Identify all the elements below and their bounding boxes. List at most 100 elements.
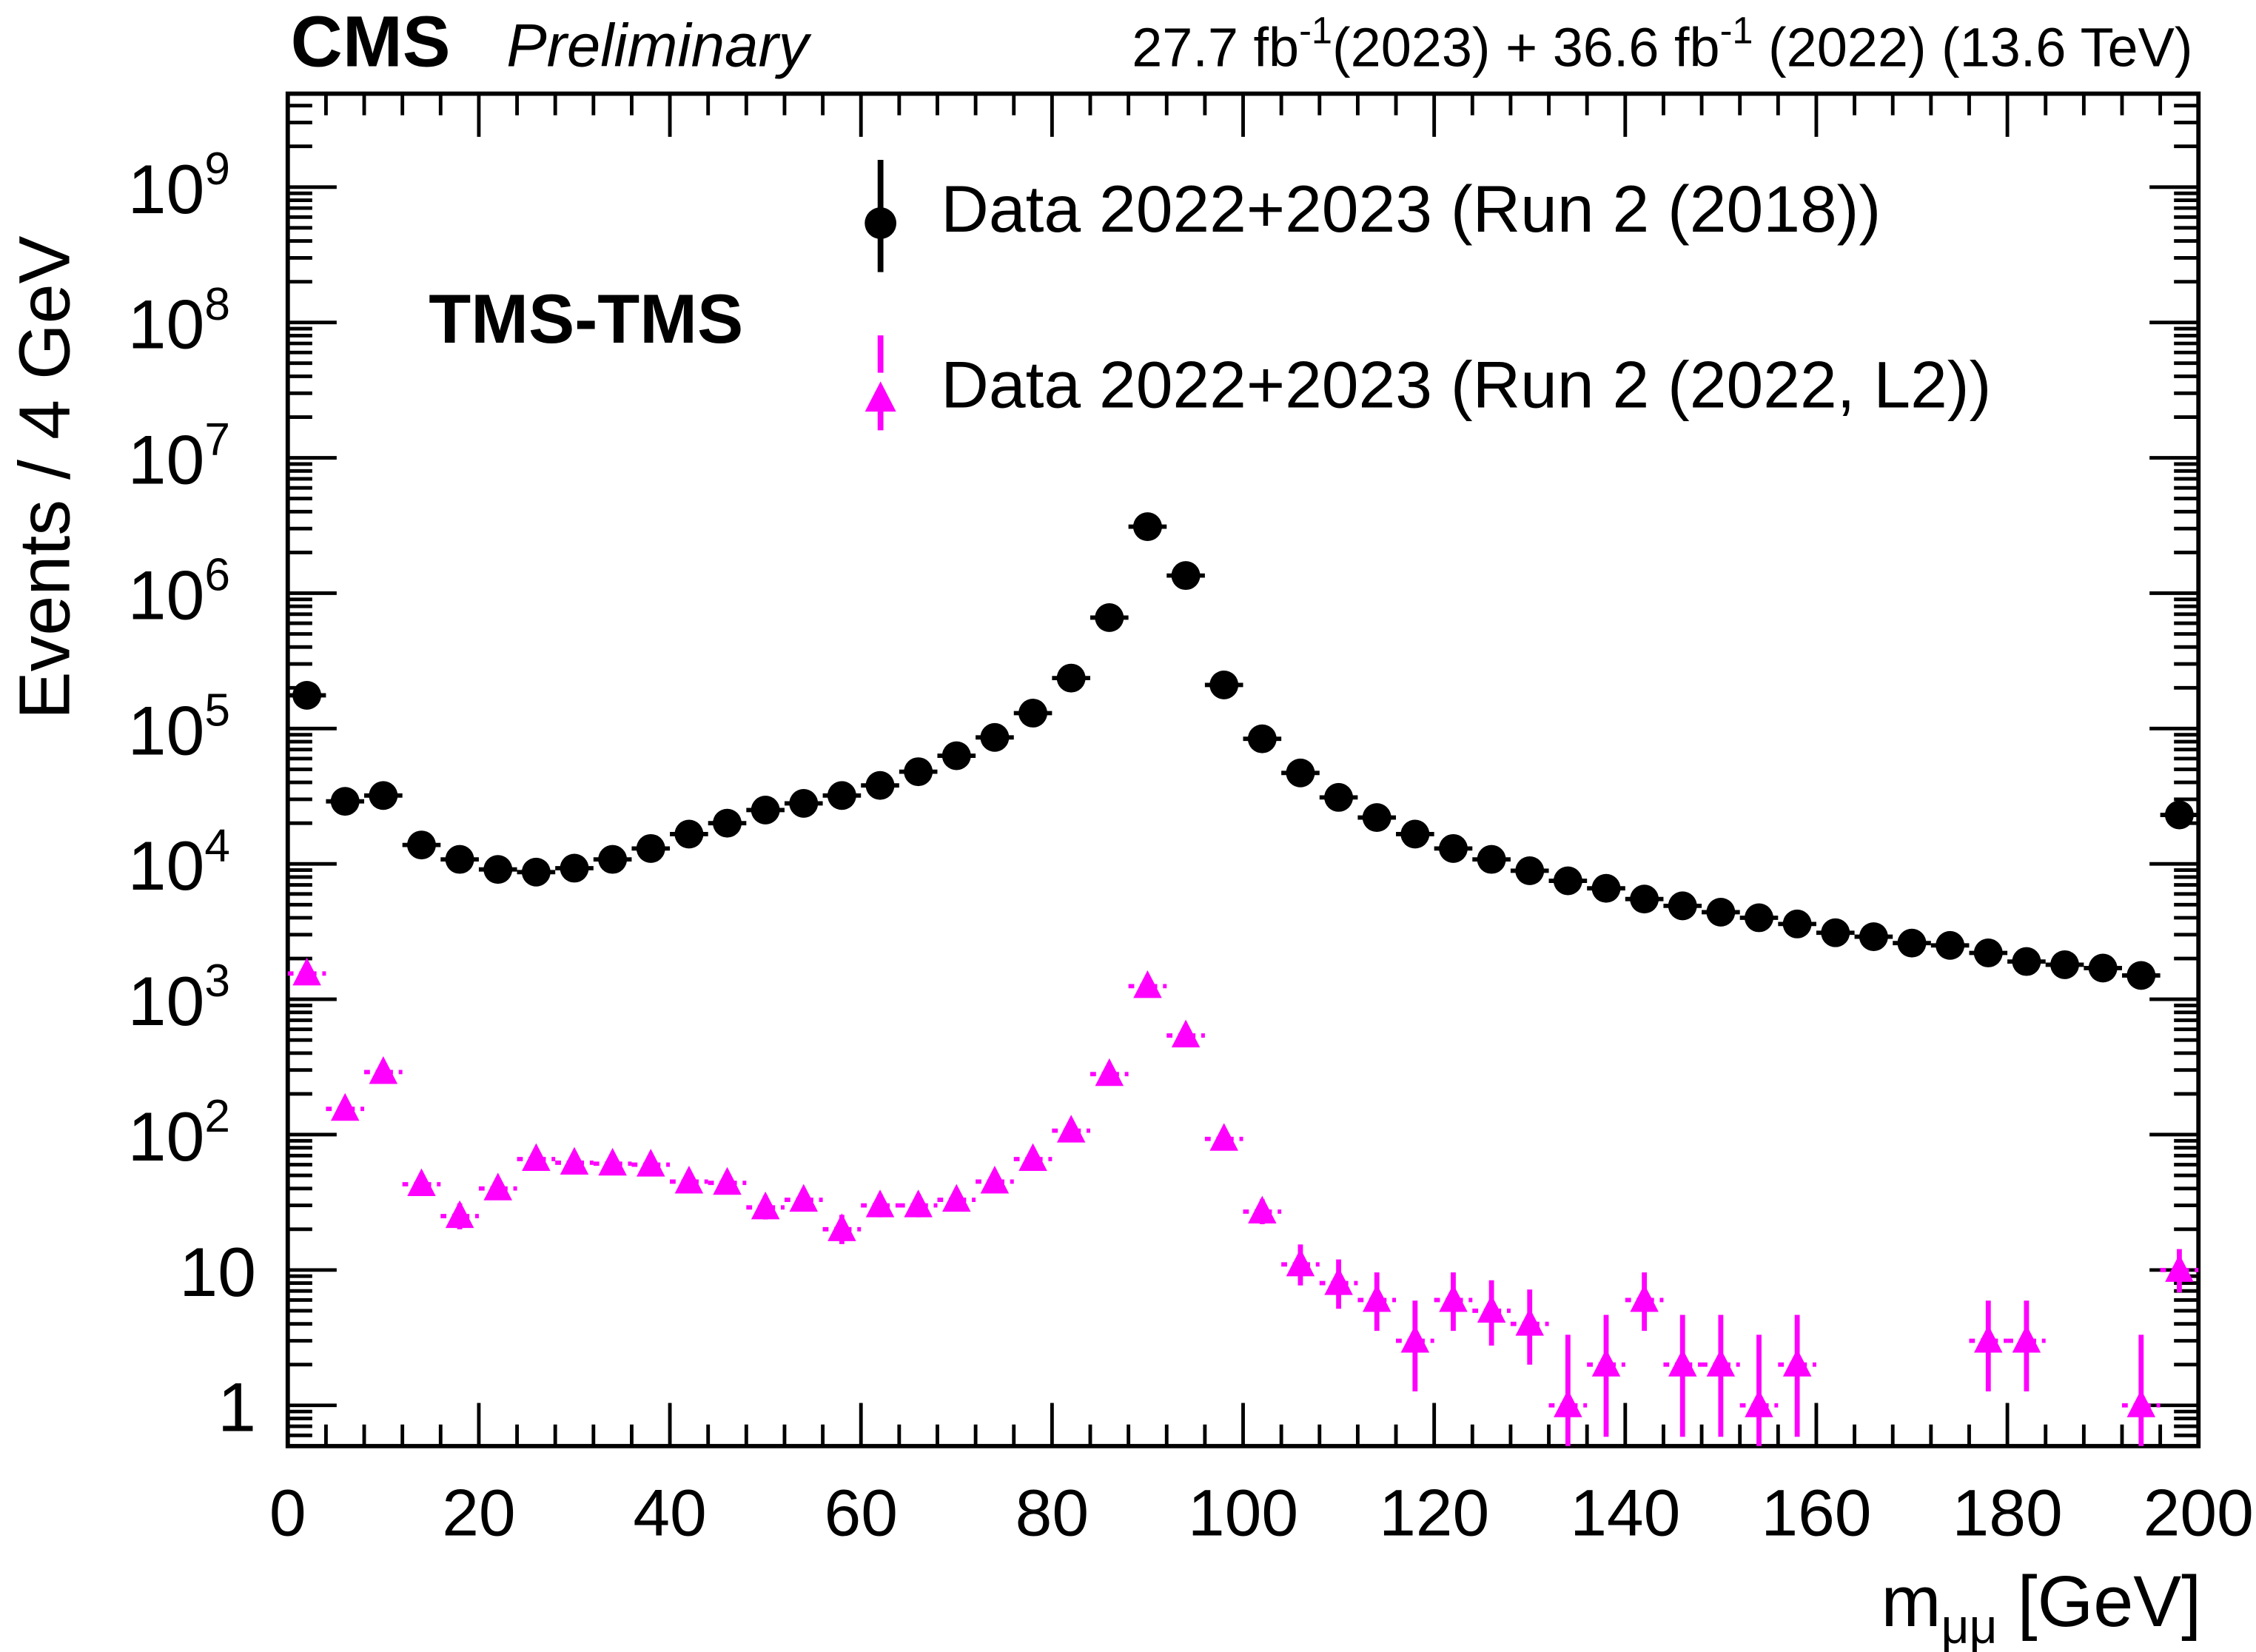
triangle-marker: [980, 1166, 1010, 1194]
y-tick-label: 104: [128, 820, 230, 904]
data-point: [1702, 1314, 1740, 1437]
circle-marker: [1782, 909, 1812, 939]
x-tick-label: 60: [824, 1475, 897, 1549]
data-point: [1587, 873, 1625, 903]
triangle-marker: [1400, 1325, 1430, 1353]
x-tick-label: 80: [1015, 1475, 1089, 1549]
data-marks: [287, 512, 2199, 1446]
circle-marker: [1630, 884, 1659, 914]
triangle-marker: [1324, 1267, 1353, 1295]
data-point: [478, 855, 517, 884]
circle-marker: [865, 770, 895, 800]
data-point: [364, 1056, 403, 1084]
circle-marker: [560, 853, 589, 883]
x-tick-label: 100: [1188, 1475, 1298, 1549]
y-tick-exponent: 7: [204, 414, 230, 466]
data-point: [1434, 833, 1473, 863]
data-point: [2007, 947, 2046, 976]
series-run2-2022-l2: [287, 957, 2199, 1446]
triangle-marker: [1591, 1349, 1621, 1377]
triangle-marker: [1209, 1123, 1238, 1151]
triangle-marker: [1171, 1019, 1201, 1048]
y-tick-label: 109: [128, 144, 230, 228]
y-tick-base: 10: [128, 557, 205, 634]
data-point: [326, 787, 365, 816]
y-tick-label: 107: [128, 414, 230, 499]
data-point: [1548, 1334, 1588, 1446]
triangle-marker: [637, 1149, 665, 1177]
data-point: [1548, 866, 1588, 896]
data-point: [1663, 891, 1702, 921]
data-point: [1739, 1334, 1779, 1446]
data-point: [899, 1189, 938, 1218]
circle-marker: [1171, 561, 1201, 591]
data-point: [1319, 782, 1358, 812]
data-point: [861, 1189, 899, 1218]
y-tick-base: 10: [128, 692, 205, 769]
data-point: [555, 1146, 594, 1175]
data-point: [1243, 724, 1282, 753]
data-point: [1969, 1300, 2008, 1391]
triangle-marker: [1515, 1308, 1544, 1336]
lumi-text: 27.7 fb: [1132, 17, 1299, 78]
circle-marker: [1324, 782, 1354, 812]
circle-marker: [980, 722, 1010, 752]
circle-marker: [1553, 866, 1582, 896]
data-point: [1816, 918, 1855, 947]
y-tick-exponent: 3: [204, 956, 230, 1007]
data-point: [1396, 819, 1434, 849]
triangle-marker: [1706, 1349, 1736, 1377]
circle-marker: [2164, 800, 2194, 830]
data-point: [1243, 1195, 1282, 1224]
data-point: [440, 845, 479, 874]
y-tick-exponent: 5: [204, 685, 230, 736]
triangle-marker: [1056, 1115, 1086, 1143]
triangle-marker: [2126, 1389, 2156, 1417]
triangle-marker: [1782, 1349, 1812, 1377]
legend-circle-marker: [865, 207, 897, 239]
circle-marker: [1973, 939, 2003, 967]
data-point: [287, 680, 326, 710]
preliminary-label: Preliminary: [506, 13, 811, 80]
triangle-marker: [942, 1183, 971, 1212]
circle-marker: [789, 789, 819, 818]
data-point: [1128, 512, 1167, 542]
circle-marker: [1056, 663, 1086, 693]
data-point: [708, 1166, 747, 1195]
y-tick-label: 106: [128, 550, 230, 634]
triangle-marker: [560, 1146, 589, 1175]
data-point: [1281, 1244, 1320, 1286]
circle-marker: [827, 781, 856, 810]
data-point: [1090, 603, 1129, 632]
legend-item: Data 2022+2023 (Run 2 (2022, L2)): [865, 335, 1991, 448]
data-point: [478, 1172, 517, 1201]
y-tick-exponent: 6: [204, 550, 230, 601]
x-label-unit: [GeV]: [1998, 1561, 2201, 1642]
x-label-main: m: [1881, 1561, 1941, 1642]
circle-marker: [1706, 897, 1736, 927]
y-tick-base: 10: [128, 422, 205, 499]
lumi-label: 27.7 fb-1(2023) + 36.6 fb-1 (2022) (13.6…: [1132, 10, 2192, 78]
data-point: [1166, 561, 1205, 591]
circle-marker: [1286, 758, 1315, 788]
y-tick-base: 10: [128, 1098, 205, 1175]
x-axis-label: mμμ [GeV]: [1881, 1561, 2202, 1652]
data-point: [937, 1183, 976, 1212]
cms-label: CMS: [291, 1, 451, 82]
data-point: [631, 833, 671, 863]
data-point: [517, 1143, 556, 1172]
triangle-marker: [1477, 1295, 1506, 1323]
circle-marker: [2126, 961, 2156, 990]
data-point: [1663, 1314, 1702, 1437]
data-point: [1854, 922, 1893, 951]
circle-marker: [1859, 922, 1888, 951]
triangle-marker: [1668, 1349, 1697, 1377]
data-point: [593, 1147, 632, 1176]
x-tick-label: 120: [1379, 1475, 1489, 1549]
data-point: [2121, 961, 2161, 990]
x-tick-label: 40: [633, 1475, 706, 1549]
circle-marker: [1247, 724, 1277, 753]
lumi-superscript: -1: [1720, 10, 1753, 52]
circle-marker: [521, 857, 551, 887]
triangle-marker: [1745, 1389, 1773, 1417]
